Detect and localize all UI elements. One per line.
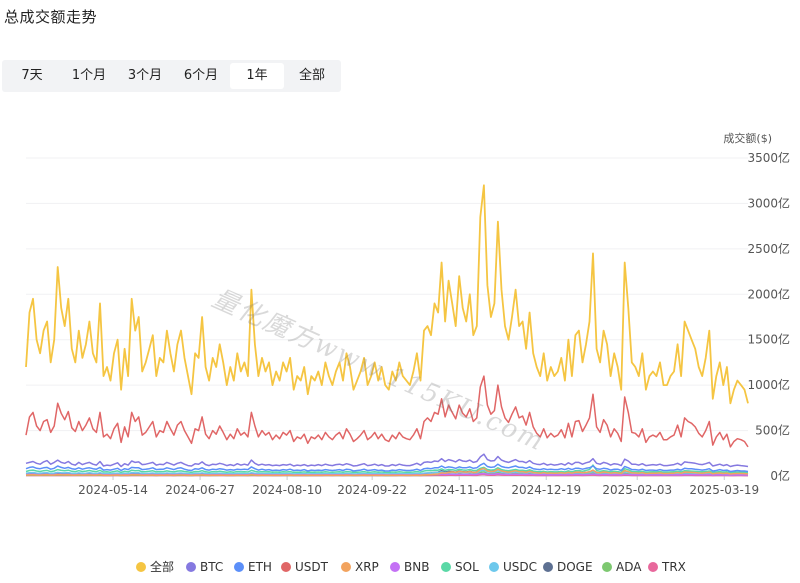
legend-item[interactable]: BTC xyxy=(186,558,223,576)
legend-swatch xyxy=(489,562,499,572)
y-tick-label: 500亿 xyxy=(755,423,790,438)
tab-1m[interactable]: 1个月 xyxy=(71,68,107,83)
legend-swatch xyxy=(648,562,658,572)
legend-item[interactable]: XRP xyxy=(341,558,379,576)
page-title: 总成交额走势 xyxy=(4,8,98,26)
legend-label: USDT xyxy=(295,560,328,574)
series-line xyxy=(25,464,749,474)
y-tick-label: 3000亿 xyxy=(747,195,790,210)
legend-item[interactable]: USDT xyxy=(281,558,328,576)
legend-item[interactable]: 全部 xyxy=(136,558,174,576)
tab-all[interactable]: 全部 xyxy=(298,68,325,83)
legend-label: BNB xyxy=(404,560,430,574)
series-line xyxy=(25,184,749,405)
legend-item[interactable]: ADA xyxy=(602,558,641,576)
legend-swatch xyxy=(281,562,291,572)
tab-3m[interactable]: 3个月 xyxy=(127,68,163,83)
y-tick-label: 0亿 xyxy=(770,468,790,483)
legend-swatch xyxy=(186,562,196,572)
legend-label: BTC xyxy=(200,560,224,574)
legend-label: TRX xyxy=(662,560,686,574)
legend-swatch xyxy=(441,562,451,572)
y-tick-label: 2500亿 xyxy=(747,241,790,256)
legend-item[interactable]: SOL xyxy=(441,558,479,576)
legend-swatch xyxy=(390,562,400,572)
y-tick-label: 2000亿 xyxy=(747,286,790,301)
legend-label: 全部 xyxy=(150,560,175,574)
time-range-tabs: 7天 1个月 3个月 6个月 1年 全部 xyxy=(2,60,341,92)
legend-label: USDC xyxy=(503,560,538,574)
legend-label: ETH xyxy=(248,560,272,574)
legend-label: ADA xyxy=(616,560,642,574)
series-line xyxy=(25,467,749,477)
legend-swatch xyxy=(341,562,351,572)
x-tick-label: 2025-02-03 xyxy=(602,483,672,497)
x-tick-label: 2024-09-22 xyxy=(337,483,407,497)
legend-swatch xyxy=(602,562,612,572)
y-tick-label: 3500亿 xyxy=(747,150,790,165)
legend-label: SOL xyxy=(455,560,479,574)
tab-6m[interactable]: 6个月 xyxy=(183,68,219,83)
legend-item[interactable]: USDC xyxy=(489,558,537,576)
x-tick-label: 2024-12-19 xyxy=(511,483,581,497)
legend-label: DOGE xyxy=(557,560,593,574)
x-tick-label: 2024-08-10 xyxy=(252,483,322,497)
series-line xyxy=(25,453,749,468)
x-tick-label: 2024-05-14 xyxy=(78,483,148,497)
legend-item[interactable]: BNB xyxy=(390,558,429,576)
legend-label: XRP xyxy=(355,560,379,574)
chart-legend: 全部 BTC ETH USDT XRP BNB SOL USDC DOGE ADA TRX xyxy=(0,558,800,576)
legend-swatch xyxy=(136,562,146,572)
tab-1y[interactable]: 1年 xyxy=(230,63,284,89)
y-tick-label: 1000亿 xyxy=(747,377,790,392)
legend-swatch xyxy=(543,562,553,572)
series-line xyxy=(25,462,749,473)
legend-swatch xyxy=(234,562,244,572)
legend-item[interactable]: DOGE xyxy=(543,558,593,576)
legend-item[interactable]: TRX xyxy=(648,558,686,576)
y-axis-title: 成交额($) xyxy=(723,131,772,145)
legend-item[interactable]: ETH xyxy=(234,558,272,576)
x-tick-label: 2024-06-27 xyxy=(165,483,235,497)
y-tick-label: 1500亿 xyxy=(747,332,790,347)
x-tick-label: 2025-03-19 xyxy=(689,483,759,497)
x-tick-label: 2024-11-05 xyxy=(424,483,494,497)
series-line xyxy=(25,469,749,475)
tab-7d[interactable]: 7天 xyxy=(21,68,43,83)
series-line xyxy=(25,375,749,448)
